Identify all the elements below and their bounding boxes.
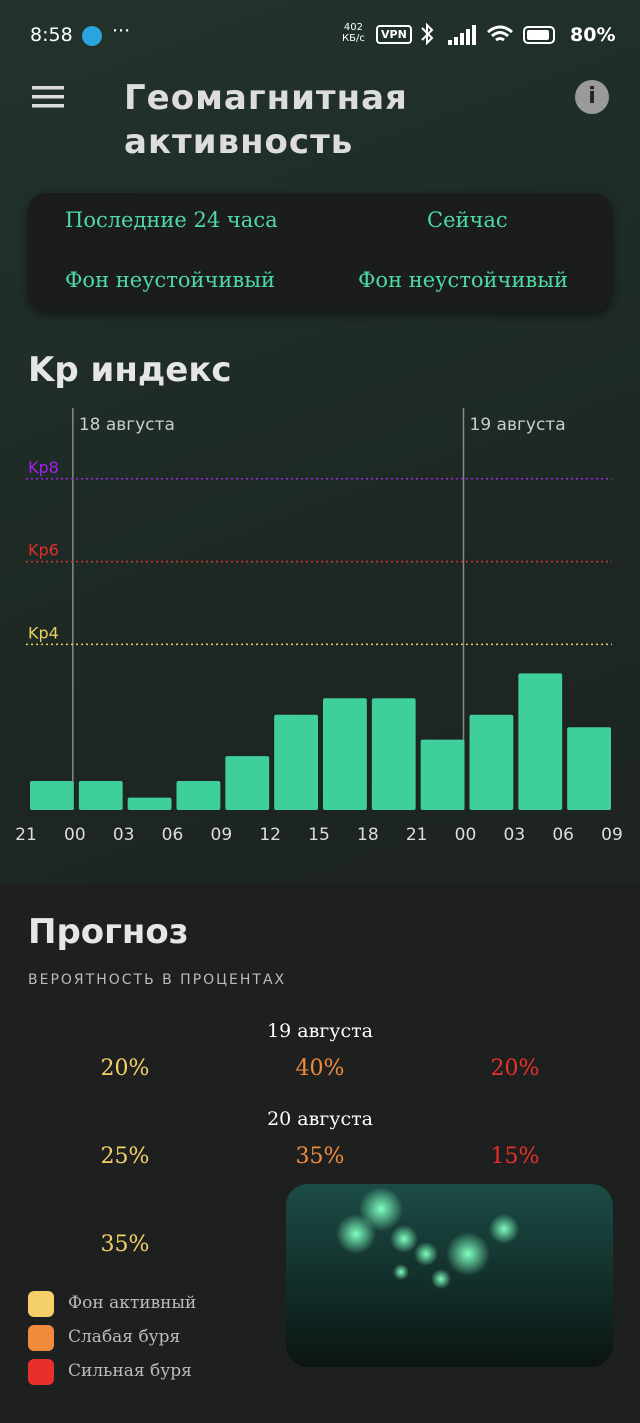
status-icons — [421, 22, 555, 46]
last-24h-status: Фон неустойчивый — [65, 268, 275, 292]
kp-chart: 18 августа 19 августа Kp8 Kp6 Kp4 21 00 03 06 09 1… — [15, 408, 623, 845]
day-marker-label: 18 августа — [79, 415, 175, 435]
bar — [127, 797, 172, 810]
signal — [448, 25, 476, 45]
forecast-title: Прогноз — [28, 912, 189, 952]
page-title: Геомагнитная активность — [124, 78, 408, 162]
bar — [30, 781, 74, 810]
summary-card — [28, 193, 612, 311]
net-speed: 402 КБ/с — [342, 22, 365, 44]
legend-swatch — [28, 1325, 54, 1351]
bar — [420, 739, 465, 810]
x-tick-label: 03 — [504, 825, 526, 845]
legend-label: Слабая буря — [68, 1327, 181, 1347]
forecast-value: 35% — [295, 1144, 345, 1169]
bar — [176, 781, 221, 810]
now-status: Фон неустойчивый — [358, 268, 568, 292]
x-tick-label: 03 — [113, 825, 135, 845]
legend-label: Сильная буря — [68, 1361, 192, 1381]
x-tick-label: 06 — [162, 825, 184, 845]
bar — [371, 698, 416, 810]
battery-pct: 80% — [570, 24, 616, 46]
level-label: Kp4 — [28, 623, 59, 642]
legend-swatch — [28, 1291, 54, 1317]
battery — [523, 26, 555, 44]
legend-swatch — [28, 1359, 54, 1385]
x-tick-label: 21 — [15, 825, 37, 845]
forecast-value: 35% — [100, 1232, 150, 1257]
video-overlay[interactable] — [286, 1184, 613, 1367]
telegram-icon — [82, 26, 102, 46]
x-tick-label: 06 — [552, 825, 574, 845]
now-label: Сейчас — [427, 208, 508, 232]
x-tick-label: 18 — [357, 825, 379, 845]
x-tick-label: 15 — [308, 825, 330, 845]
bar — [323, 698, 367, 810]
x-tick-label: 21 — [406, 825, 428, 845]
bar — [567, 727, 611, 810]
bar — [225, 756, 270, 810]
speed: 402 — [343, 22, 363, 33]
time: 8:58 — [30, 24, 73, 46]
forecast-subtitle: ВЕРОЯТНОСТЬ В ПРОЦЕНТАХ — [28, 972, 287, 988]
legend-label: Фон активный — [68, 1293, 197, 1313]
day-marker-label: 19 августа — [470, 415, 566, 435]
x-tick-label: 09 — [211, 825, 233, 845]
x-tick-label: 00 — [64, 825, 86, 845]
forecast-value: 40% — [295, 1056, 345, 1081]
bar — [469, 714, 514, 810]
wifi — [487, 25, 513, 42]
last-24h-label: Последние 24 часа — [65, 208, 278, 232]
bar — [274, 714, 318, 810]
forecast-value: 20% — [490, 1056, 540, 1081]
speed-unit: КБ/с — [342, 33, 365, 44]
level-label: Kp6 — [28, 541, 59, 560]
level-label: Kp8 — [28, 458, 59, 477]
menu-button[interactable] — [32, 84, 66, 110]
dots: ··· — [112, 20, 131, 42]
x-tick-label: 00 — [455, 825, 477, 845]
bar — [78, 781, 123, 810]
info-button[interactable]: i — [575, 80, 609, 114]
bluetooth — [421, 22, 434, 46]
forecast-date: 19 августа — [267, 1020, 373, 1042]
x-tick-label: 12 — [259, 825, 281, 845]
chart-title: Kp индекс — [28, 350, 232, 390]
forecast-value: 25% — [100, 1144, 150, 1169]
bar — [518, 673, 563, 810]
forecast-value: 15% — [490, 1144, 540, 1169]
battery-level — [527, 30, 549, 40]
forecast-date: 20 августа — [267, 1108, 373, 1130]
vpn: VPN — [376, 25, 412, 44]
forecast-value: 20% — [100, 1056, 150, 1081]
x-tick-label: 09 — [601, 825, 623, 845]
